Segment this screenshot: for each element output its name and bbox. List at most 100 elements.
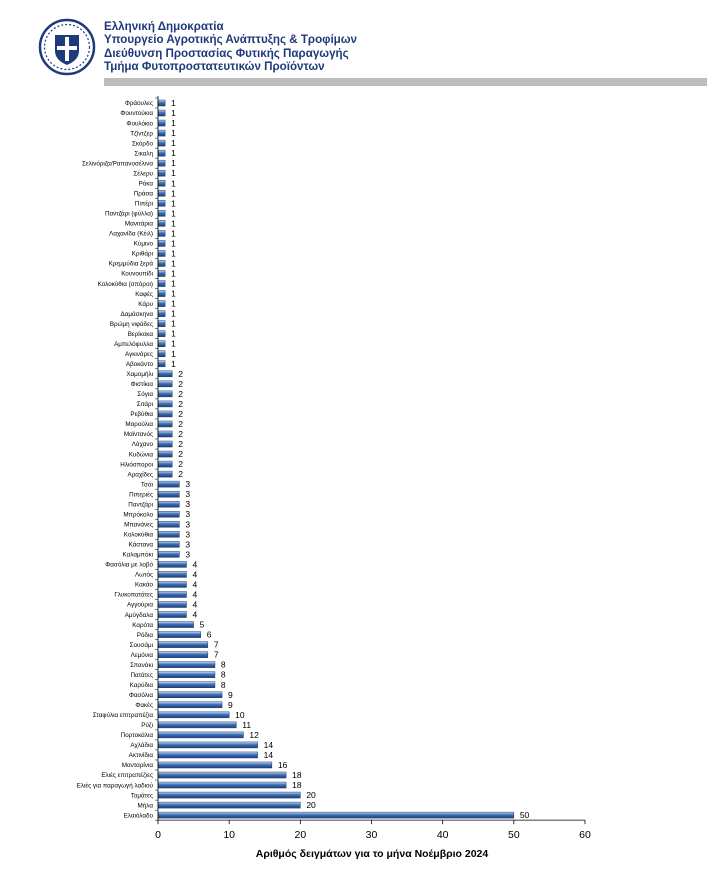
bar: [157, 440, 173, 448]
data-label: 1: [171, 118, 176, 128]
category-label: Φασόλια: [129, 691, 153, 699]
category-label: Πιπέρι: [135, 200, 154, 208]
data-label: 11: [242, 720, 251, 730]
bar: [157, 290, 166, 297]
category-label: Λεμόνια: [131, 651, 154, 659]
category-label: Λωτός: [135, 571, 153, 579]
data-label: 4: [192, 569, 197, 579]
data-label: 18: [292, 770, 302, 780]
data-label: 50: [520, 810, 530, 820]
data-label: 3: [185, 499, 190, 509]
category-label: Πορτοκάλια: [121, 731, 154, 739]
category-label: Τσάι: [141, 480, 154, 488]
bar: [157, 129, 166, 137]
bar: [157, 340, 166, 347]
data-label: 1: [171, 108, 176, 118]
category-label: Καρύδια: [130, 681, 154, 689]
data-label: 2: [178, 409, 183, 419]
data-label: 2: [178, 469, 183, 479]
bar: [157, 791, 301, 799]
category-label: Μήλα: [138, 802, 154, 809]
data-label: 3: [185, 509, 190, 519]
category-label: Χαμομήλι: [126, 371, 153, 378]
category-label: Σόγια: [137, 390, 153, 398]
category-label: Τομάτες: [131, 791, 153, 799]
bar: [157, 761, 273, 769]
category-label: Μανταρίνια: [122, 761, 154, 769]
data-label: 1: [171, 299, 176, 309]
bar: [157, 320, 166, 327]
data-label: 7: [214, 640, 219, 650]
data-label: 8: [221, 670, 226, 680]
category-label: Σιτάρι: [137, 400, 154, 408]
category-label: Σκόρδο: [132, 139, 154, 147]
header-line-ministry: Υπουργείο Αγροτικής Ανάπτυξης & Τροφίμων: [104, 33, 358, 47]
bar: [157, 190, 166, 197]
data-label: 4: [192, 610, 197, 620]
bar: [157, 521, 180, 528]
bar: [157, 801, 301, 809]
category-label: Φακές: [135, 701, 153, 709]
bar: [157, 139, 166, 147]
bar: [157, 210, 166, 217]
category-label: Κολοκύθια (σπόροι): [98, 280, 153, 288]
category-label: Κουνουπίδι: [121, 270, 153, 278]
data-label: 2: [178, 379, 183, 389]
data-label: 1: [171, 218, 176, 228]
category-label: Δαμάσκηνα: [121, 310, 154, 318]
bar: [157, 541, 180, 548]
category-label: Ρύζι: [141, 721, 153, 729]
bar: [157, 220, 166, 227]
bar: [157, 360, 166, 368]
bar: [157, 731, 244, 739]
bar: [157, 571, 187, 578]
x-axis-title: Αριθμός δειγμάτων για το μήνα Νοέμβριο 2…: [256, 848, 489, 860]
header-line-directorate: Διεύθυνση Προστασίας Φυτικής Παραγωγής: [104, 46, 349, 60]
bar: [157, 119, 166, 127]
category-label: Μαρούλια: [125, 420, 153, 428]
category-label: Φουλόκιο: [126, 119, 153, 127]
bar: [157, 280, 166, 287]
category-label: Κρεμμύδια ξερά: [109, 260, 154, 268]
data-label: 1: [171, 228, 176, 238]
bar: [157, 200, 166, 207]
x-tick-label: 40: [437, 829, 449, 841]
category-label: Ελιές επιτραπέζιες: [101, 771, 153, 779]
bar: [157, 380, 173, 388]
bar: [157, 480, 180, 488]
category-label: Αμπελόφυλλα: [114, 340, 153, 348]
category-label: Ηλιόσποροι: [120, 460, 153, 468]
category-label: Αχλάδια: [130, 741, 153, 749]
category-label: Καφές: [135, 290, 153, 298]
samples-bar-chart: Φράουλες Φουντούκια Φουλόκιο Τζίντζερ Σκόρδο…: [77, 96, 591, 860]
bar: [157, 300, 166, 307]
data-label: 1: [171, 329, 176, 339]
category-label: Ρόδια: [137, 631, 154, 639]
bar: [157, 661, 216, 668]
bar: [157, 159, 166, 167]
category-label: Αραχίδες: [128, 470, 153, 478]
bar: [157, 671, 216, 678]
category-label: Μαϊντανός: [124, 430, 153, 438]
data-label: 1: [171, 198, 176, 208]
category-label: Σέλερυ: [133, 169, 153, 177]
bars-group: [157, 99, 515, 819]
category-label: Κάστανα: [129, 541, 154, 549]
bar: [157, 681, 216, 688]
category-label: Πατάτες: [130, 671, 153, 679]
category-label: Φράουλες: [125, 99, 153, 107]
data-label: 6: [207, 630, 212, 640]
data-label: 1: [171, 248, 176, 258]
category-label: Πράσα: [134, 189, 154, 197]
bar: [157, 250, 166, 257]
bar: [157, 741, 258, 749]
bar: [157, 581, 187, 588]
data-label: 16: [278, 760, 288, 770]
bar: [157, 270, 166, 277]
data-label: 10: [235, 710, 245, 720]
bar: [157, 811, 515, 819]
data-label: 2: [178, 389, 183, 399]
data-label: 14: [264, 750, 274, 760]
category-label: Παντζάρι: [128, 500, 153, 508]
category-label: Αμύγδαλα: [125, 611, 154, 619]
